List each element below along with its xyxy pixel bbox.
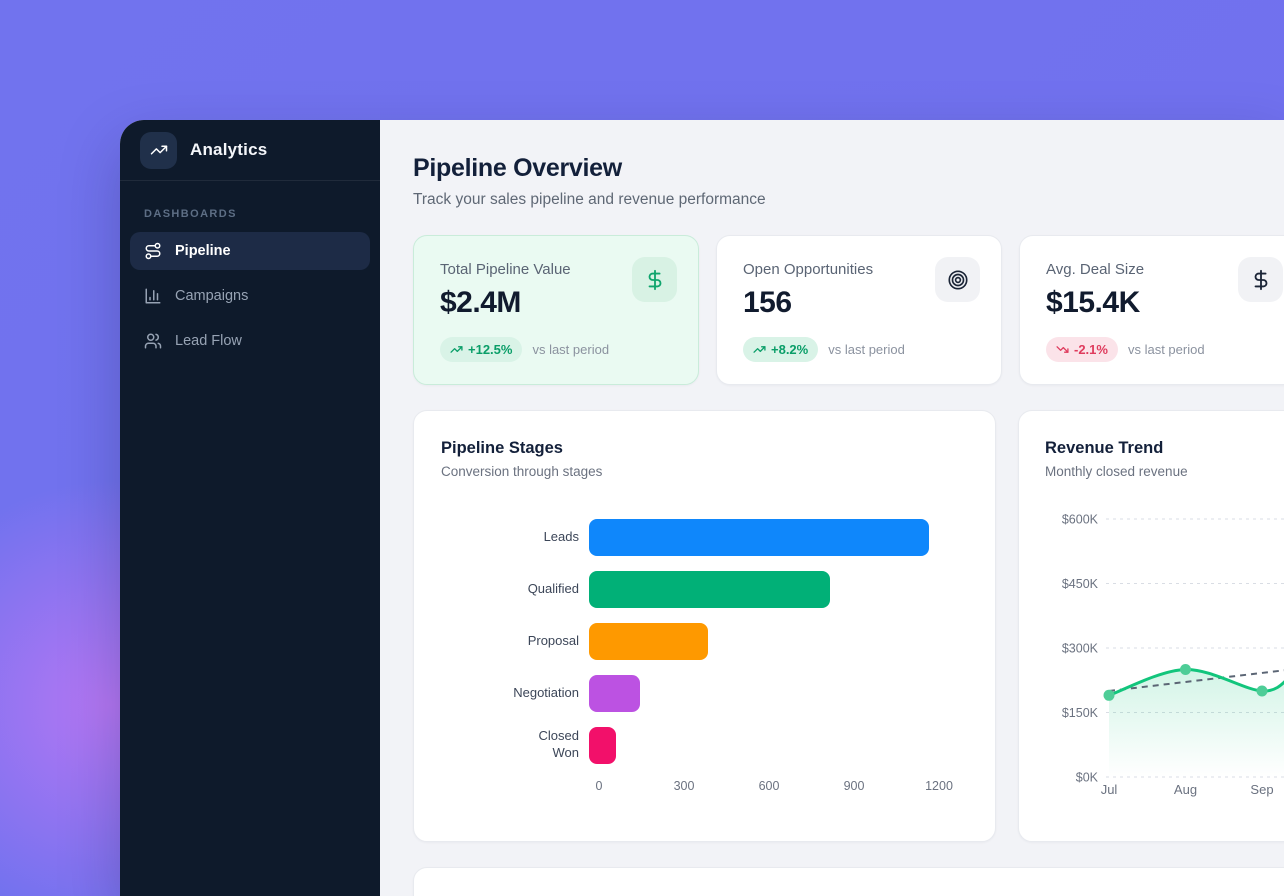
y-axis-tick: $0K — [1076, 771, 1099, 785]
sidebar-item-pipeline[interactable]: Pipeline — [130, 232, 370, 270]
chart-subtitle: Monthly closed revenue — [1045, 464, 1188, 479]
stat-card-open-opportunities[interactable]: Open Opportunities 156 +8.2% vs last period — [716, 235, 1002, 385]
stat-footer: +8.2% vs last period — [743, 337, 975, 362]
revenue-line — [1107, 667, 1284, 697]
data-point-aug[interactable] — [1180, 664, 1191, 675]
sidebar-section-label: DASHBOARDS — [144, 208, 237, 220]
trending-up-logo-icon — [140, 131, 177, 169]
bar-row: Qualified — [441, 563, 968, 615]
stat-footer: -2.1% vs last period — [1046, 337, 1278, 362]
bar-leads[interactable] — [589, 518, 929, 556]
charts-row: Pipeline Stages Conversion through stage… — [413, 410, 1284, 842]
sidebar-item-campaigns[interactable]: Campaigns — [130, 277, 370, 315]
x-axis-tick: 900 — [843, 779, 865, 793]
y-axis-tick: $150K — [1062, 706, 1099, 720]
route-icon — [144, 242, 162, 260]
x-axis-tick: Sep — [1250, 782, 1273, 797]
stat-note: vs last period — [1127, 342, 1205, 357]
stat-label: Avg. Deal Size — [1046, 261, 1145, 278]
bar-chart-icon — [144, 287, 162, 305]
chart-title: Revenue Trend — [1045, 439, 1164, 457]
bar-row: Closed Won — [441, 719, 968, 771]
sidebar-item-label: Campaigns — [175, 288, 249, 304]
x-axis-tick: 600 — [758, 779, 780, 793]
bar-row: Proposal — [441, 615, 968, 667]
stat-card-avg-deal-size[interactable]: Avg. Deal Size $15.4K -2.1% vs last period — [1019, 235, 1284, 385]
page-subtitle: Track your sales pipeline and revenue pe… — [413, 191, 766, 208]
bottom-card-partial — [413, 867, 1284, 896]
brand: Analytics — [120, 120, 380, 181]
y-axis-tick: $600K — [1062, 513, 1099, 527]
delta-badge: +12.5% — [440, 337, 523, 362]
delta-badge: -2.1% — [1046, 337, 1118, 362]
sidebar-item-lead-flow[interactable]: Lead Flow — [130, 322, 370, 360]
y-axis-tick: $300K — [1062, 642, 1099, 656]
stat-label: Total Pipeline Value — [440, 261, 571, 278]
x-axis-tick: 1200 — [925, 779, 953, 793]
sidebar: Analytics DASHBOARDS Pipeline Campaigns Le… — [120, 120, 380, 896]
revenue-trend-card: Revenue Trend Monthly closed revenue $60… — [1018, 410, 1284, 842]
delta-badge: +8.2% — [743, 337, 819, 362]
pipeline-stages-card: Pipeline Stages Conversion through stage… — [413, 410, 996, 842]
trend-down-icon — [1056, 343, 1069, 356]
delta-value: -2.1% — [1074, 342, 1108, 357]
stat-label: Open Opportunities — [743, 261, 874, 278]
data-point-sep[interactable] — [1256, 685, 1268, 697]
app-window: Analytics DASHBOARDS Pipeline Campaigns Le… — [120, 120, 1284, 896]
bar-track — [589, 726, 929, 764]
delta-value: +8.2% — [771, 342, 809, 357]
stat-card-total-pipeline-value[interactable]: Total Pipeline Value $2.4M +12.5% vs last p… — [413, 235, 699, 385]
area-fill — [1109, 669, 1284, 777]
bar-chart-x-axis: 0 300 600 900 1200 — [595, 779, 953, 797]
bar-negotiation[interactable] — [589, 674, 640, 712]
bar-category-label: Closed Won — [538, 728, 579, 760]
x-axis-tick: Aug — [1174, 782, 1197, 797]
data-point-jul[interactable] — [1103, 689, 1115, 701]
users-icon — [144, 332, 162, 350]
stats-row: Total Pipeline Value $2.4M +12.5% vs last p… — [413, 235, 1284, 385]
x-axis-tick: Jul — [1101, 782, 1118, 797]
bar-category-label: Leads — [543, 528, 579, 544]
chart-subtitle: Conversion through stages — [441, 464, 603, 479]
sidebar-nav: Pipeline Campaigns Lead Flow — [120, 232, 380, 360]
bar-chart: Leads Qualified Proposal Negotiation Closed … — [441, 511, 968, 771]
stat-note: vs last period — [828, 342, 905, 357]
page-title: Pipeline Overview — [413, 154, 622, 182]
dollar-icon — [632, 257, 677, 302]
stat-footer: +12.5% vs last period — [440, 337, 672, 362]
y-axis-tick: $450K — [1062, 577, 1099, 591]
dollar-icon — [1238, 257, 1283, 302]
sidebar-item-label: Pipeline — [175, 243, 231, 259]
bar-closed-won[interactable] — [589, 726, 616, 764]
brand-name: Analytics — [190, 140, 268, 159]
bar-row: Leads — [441, 511, 968, 563]
trend-line — [1108, 669, 1284, 692]
trend-up-icon — [450, 343, 463, 356]
bar-proposal[interactable] — [589, 622, 708, 660]
main-content: Pipeline Overview Track your sales pipel… — [380, 120, 1284, 896]
target-icon — [935, 257, 980, 302]
sidebar-item-label: Lead Flow — [175, 333, 242, 349]
bar-track — [589, 518, 929, 556]
bar-track — [589, 674, 929, 712]
bar-track — [589, 570, 929, 608]
bar-track — [589, 622, 929, 660]
stat-value: 156 — [743, 286, 792, 319]
bar-qualified[interactable] — [589, 570, 830, 608]
trend-up-icon — [753, 343, 766, 356]
stat-value: $2.4M — [440, 286, 521, 319]
stat-value: $15.4K — [1046, 286, 1140, 319]
x-axis-tick: 0 — [595, 779, 603, 793]
bar-row: Negotiation — [441, 667, 968, 719]
delta-value: +12.5% — [468, 342, 513, 357]
chart-title: Pipeline Stages — [441, 439, 563, 457]
bar-category-label: Negotiation — [513, 684, 579, 700]
bar-category-label: Proposal — [527, 632, 579, 648]
x-axis-tick: 300 — [673, 779, 695, 793]
stat-note: vs last period — [532, 342, 610, 357]
bar-category-label: Qualified — [527, 580, 579, 596]
